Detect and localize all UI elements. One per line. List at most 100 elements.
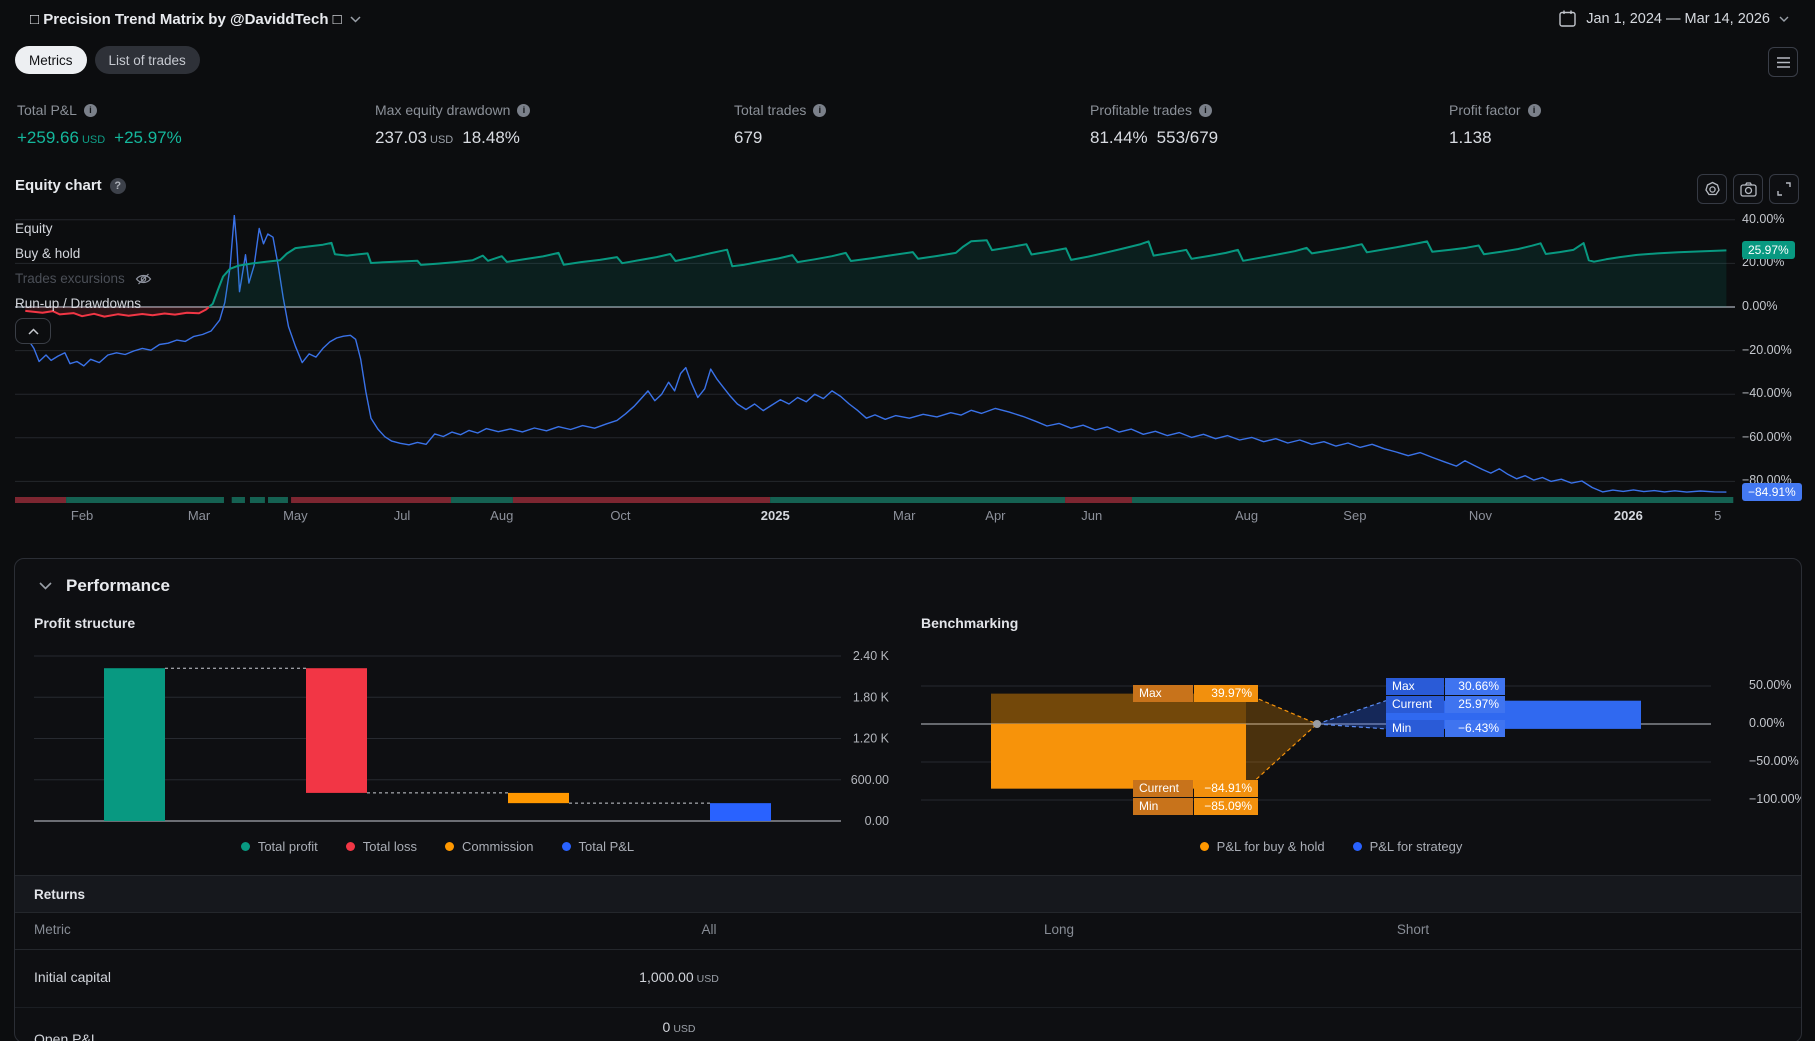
strategy-min-badge: Min −6.43% bbox=[1386, 720, 1505, 737]
column-metric: Metric bbox=[34, 922, 71, 937]
metric-max-drawdown: Max equity drawdown i 237.03 USD 18.48% bbox=[375, 102, 531, 148]
metric-label: Total trades bbox=[734, 102, 807, 118]
equity-x-tick: Feb bbox=[70, 508, 94, 523]
metric-extra: +25.97% bbox=[114, 128, 182, 147]
benchmarking-y-tick: −50.00% bbox=[1749, 754, 1799, 768]
buyhold-current-badge: Current −84.91% bbox=[1133, 780, 1258, 797]
info-icon[interactable]: i bbox=[813, 103, 827, 117]
green-dot-icon bbox=[240, 842, 250, 851]
metric-profitable-trades: Profitable trades i 81.44% 553/679 bbox=[1090, 102, 1218, 148]
equity-x-tick: Nov bbox=[1468, 508, 1492, 523]
equity-x-tick: Aug bbox=[490, 508, 514, 523]
info-icon[interactable]: i bbox=[83, 103, 97, 117]
row-value-all: 0 USD bbox=[662, 1019, 696, 1035]
equity-x-tick: Mar bbox=[893, 508, 916, 523]
metric-value: +259.66 bbox=[17, 128, 79, 147]
orange-dot-icon bbox=[1199, 842, 1209, 851]
equity-chart-x-axis[interactable]: Feb Mar May Jul Aug Oct 2025 Mar Apr Jun Aug Sep Nov… bbox=[15, 508, 1735, 528]
column-long: Long bbox=[1043, 922, 1075, 937]
info-icon[interactable]: i bbox=[1198, 103, 1212, 117]
equity-x-tick: Sep bbox=[1343, 508, 1367, 523]
metric-value: 679 bbox=[734, 128, 763, 147]
legend-equity[interactable]: Equity bbox=[15, 221, 53, 236]
equity-x-tick: Jun bbox=[1081, 508, 1103, 523]
strategy-menu-chevron-icon[interactable] bbox=[350, 16, 361, 23]
benchmarking-chart[interactable] bbox=[921, 647, 1741, 827]
calendar-icon bbox=[1558, 9, 1577, 28]
equity-current-badge: 25.97% bbox=[1742, 241, 1795, 260]
legend-runup-drawdowns[interactable]: Run-up / Drawdowns bbox=[15, 296, 142, 311]
orange-dot-icon bbox=[445, 842, 454, 851]
profit-structure-title: Profit structure bbox=[34, 615, 136, 631]
benchmarking-y-tick: 0.00% bbox=[1749, 716, 1785, 730]
equity-x-tick: Mar bbox=[187, 508, 211, 523]
equity-x-tick: 5 bbox=[1714, 508, 1722, 523]
metric-label: Profit factor bbox=[1449, 102, 1521, 118]
equity-y-tick: 0.00% bbox=[1742, 299, 1778, 313]
camera-icon bbox=[1739, 181, 1757, 197]
metric-total-pnl: Total P&L i +259.66 USD +25.97% bbox=[17, 102, 182, 148]
info-icon[interactable]: i bbox=[1527, 103, 1541, 117]
expand-chart-button[interactable] bbox=[1769, 174, 1799, 204]
column-all: All bbox=[701, 922, 717, 937]
snapshot-camera-button[interactable] bbox=[1733, 174, 1763, 204]
chevron-down-icon bbox=[39, 582, 52, 590]
equity-chart-y-axis[interactable]: 40.00% 20.00% 0.00% −20.00% −40.00% −60.00% −8… bbox=[1742, 212, 1815, 505]
chart-settings-button[interactable] bbox=[1697, 174, 1727, 204]
returns-section-header: Returns bbox=[15, 875, 1801, 913]
returns-title: Returns bbox=[34, 886, 86, 902]
legend-pnl-buy-hold[interactable]: P&L for buy & hold bbox=[1199, 839, 1325, 854]
equity-x-tick: Oct bbox=[610, 508, 631, 523]
layout-menu-button[interactable] bbox=[1768, 47, 1798, 77]
help-icon[interactable]: ? bbox=[109, 177, 126, 194]
equity-chart-toolbar bbox=[1697, 174, 1799, 204]
benchmarking-legend: P&L for buy & hold P&L for strategy bbox=[921, 839, 1741, 854]
svg-text:0.00: 0.00 bbox=[865, 814, 889, 828]
equity-y-tick: −20.00% bbox=[1742, 342, 1792, 357]
metric-value: 1.138 bbox=[1449, 128, 1492, 147]
column-short: Short bbox=[1396, 922, 1430, 937]
svg-text:600.00: 600.00 bbox=[851, 773, 889, 787]
red-dot-icon bbox=[345, 842, 355, 851]
metric-value: 237.03 bbox=[375, 128, 427, 147]
legend-total-profit[interactable]: Total profit bbox=[240, 839, 318, 854]
date-range-chevron-icon bbox=[1779, 16, 1789, 22]
metric-extra: 18.48% bbox=[462, 128, 520, 147]
date-range-button[interactable]: Jan 1, 2024 — Mar 14, 2026 bbox=[1558, 9, 1789, 28]
info-icon[interactable]: i bbox=[517, 103, 531, 117]
legend-trades-excursions[interactable]: Trades excursions bbox=[15, 266, 152, 291]
chevron-up-icon bbox=[27, 327, 39, 335]
legend-buy-hold[interactable]: Buy & hold bbox=[15, 246, 81, 261]
equity-x-tick: May bbox=[283, 508, 308, 523]
metric-unit: USD bbox=[430, 134, 454, 146]
metric-label: Max equity drawdown bbox=[375, 102, 511, 118]
buyhold-min-badge: Min −85.09% bbox=[1133, 798, 1258, 815]
eye-off-icon[interactable] bbox=[135, 272, 152, 286]
tab-metrics[interactable]: Metrics bbox=[15, 46, 87, 74]
benchmarking-y-tick: 50.00% bbox=[1749, 678, 1792, 692]
buyhold-current-badge: −84.91% bbox=[1742, 483, 1802, 502]
legend-total-loss[interactable]: Total loss bbox=[345, 839, 417, 854]
tab-list-of-trades[interactable]: List of trades bbox=[94, 46, 200, 74]
equity-chart-title: Equity chart bbox=[15, 177, 102, 194]
legend-commission[interactable]: Commission bbox=[445, 839, 534, 854]
performance-section-toggle[interactable]: Performance bbox=[39, 576, 170, 596]
collapse-legend-button[interactable] bbox=[15, 318, 51, 344]
profit-structure-chart[interactable]: 2.40 K 1.80 K 1.20 K 600.00 0.00 bbox=[34, 647, 891, 833]
legend-pnl-strategy[interactable]: P&L for strategy bbox=[1352, 839, 1462, 854]
benchmarking-y-tick: −100.00% bbox=[1749, 792, 1802, 806]
strategy-max-badge: Max 30.66% bbox=[1386, 678, 1505, 695]
equity-chart-legend: Equity Buy & hold Trades excursions Run-… bbox=[15, 216, 152, 316]
row-value-all: 1,000.00 USD bbox=[639, 969, 719, 985]
benchmarking-title: Benchmarking bbox=[921, 615, 1019, 631]
settings-icon bbox=[1704, 181, 1721, 198]
buyhold-max-badge: Max 39.97% bbox=[1133, 685, 1258, 702]
equity-chart[interactable] bbox=[15, 215, 1735, 505]
legend-total-pnl[interactable]: Total P&L bbox=[561, 839, 634, 854]
equity-x-tick: Aug bbox=[1234, 508, 1259, 523]
report-tabs: Metrics List of trades bbox=[15, 46, 200, 74]
row-metric: Initial capital bbox=[34, 969, 112, 985]
equity-x-tick: 2026 bbox=[1613, 508, 1643, 523]
blue-dot-icon bbox=[561, 842, 571, 851]
